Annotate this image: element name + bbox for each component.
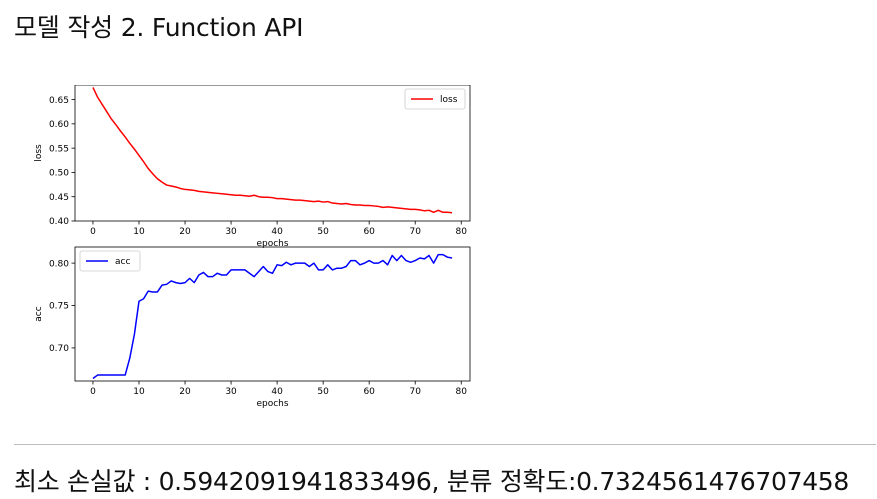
loss-axes-frame [74,85,471,222]
acc-subplot: 0 10 20 30 40 50 60 70 80 0.70 0.75 0.80 epochs acc ac… [34,246,471,409]
acc-axes-frame [74,246,471,382]
loss-series-line [92,87,453,214]
acc-series-line [92,253,453,380]
x-tick-label: 40 [271,387,283,397]
x-tick-label: 30 [225,227,237,237]
y-tick-label: 0.65 [49,96,69,106]
y-axis-label: loss [34,144,44,162]
y-tick-label: 0.70 [49,344,69,354]
x-tick-label: 0 [90,227,96,237]
x-tick-label: 60 [363,387,375,397]
y-tick-label: 0.40 [49,217,69,227]
x-tick-label: 70 [409,387,421,397]
x-tick-label: 10 [133,387,145,397]
page-title: 모델 작성 2. Function API [14,13,304,42]
loss-legend: loss [404,88,466,110]
x-tick-label: 20 [179,227,191,237]
x-tick-label: 0 [90,387,96,397]
y-axis-label: acc [34,306,44,321]
legend-box [79,250,141,272]
x-tick-label: 50 [317,227,329,237]
x-tick-label: 20 [179,387,191,397]
legend-box [404,88,466,110]
training-history-svg: 0 10 20 30 40 50 60 70 80 0.40 0.45 0.50 0.55 0.60 0.6… [34,85,471,409]
legend-label: acc [115,257,130,267]
x-tick-label: 50 [317,387,329,397]
training-history-figure: 0 10 20 30 40 50 60 70 80 0.40 0.45 0.50 0.55 0.60 0.6… [28,85,478,415]
y-tick-label: 0.60 [49,120,69,130]
y-tick-label: 0.55 [49,144,69,154]
section-divider [14,444,876,445]
x-axis-label: epochs [256,399,288,409]
result-summary: 최소 손실값 : 0.5942091941833496, 분류 정확도:0.73… [14,467,850,496]
acc-legend: acc [79,250,141,272]
x-tick-label: 80 [456,227,468,237]
x-tick-label: 30 [225,387,237,397]
x-tick-label: 70 [409,227,421,237]
x-tick-label: 40 [271,227,283,237]
loss-subplot: 0 10 20 30 40 50 60 70 80 0.40 0.45 0.50 0.55 0.60 0.6… [34,85,471,249]
legend-label: loss [440,95,458,105]
y-tick-label: 0.50 [49,169,69,179]
y-tick-label: 0.75 [49,302,69,312]
x-tick-label: 60 [363,227,375,237]
x-tick-label: 80 [456,387,468,397]
y-tick-label: 0.45 [49,193,69,203]
x-tick-label: 10 [133,227,145,237]
x-axis-label: epochs [256,239,288,249]
y-tick-label: 0.80 [49,259,69,269]
